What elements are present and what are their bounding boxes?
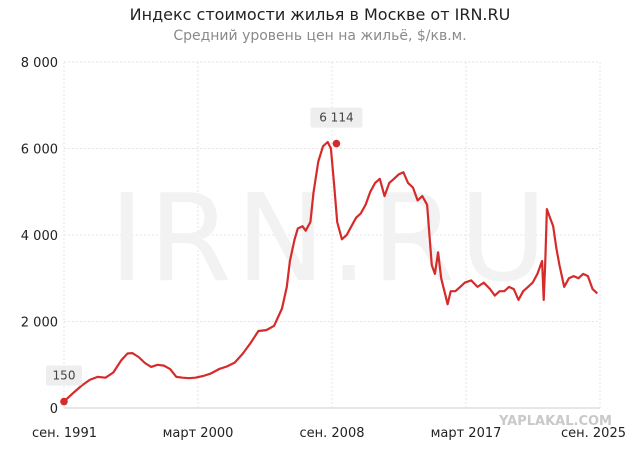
annotation-label: 6 114 [319,111,353,125]
annotation-label: 150 [53,369,76,383]
annotation-box [46,365,82,386]
annotation-marker [332,139,341,148]
annotation-box [310,107,363,128]
y-axis: 0 2 000 4 000 6 000 8 000 [21,56,58,417]
y-tick-label: 4 000 [21,229,58,244]
chart-title: Индекс стоимости жилья в Москве от IRN.R… [130,5,511,24]
x-tick-label: сен. 1991 [32,426,97,441]
chart-subtitle: Средний уровень цен на жильё, $/кв.м. [173,28,466,44]
x-tick-label: сен. 2008 [300,426,365,441]
annotation-marker [60,397,68,406]
x-tick-label: март 2017 [431,426,502,441]
y-tick-label: 0 [50,402,58,417]
watermark-center: IRN.RU [109,170,551,309]
x-tick-label: сен. 2025 [561,426,626,441]
y-tick-label: 6 000 [21,143,58,158]
x-axis: сен. 1991 март 2000 сен. 2008 март 2017 сен.… [32,426,626,441]
x-tick-label: март 2000 [163,426,234,441]
watermark-corner: YAPLAKAL.COM [498,414,612,429]
y-tick-label: 2 000 [21,316,58,331]
y-tick-label: 8 000 [21,56,58,71]
gridlines [63,61,601,409]
annotations: 150 6 114 [46,107,363,406]
series-line [63,140,599,403]
